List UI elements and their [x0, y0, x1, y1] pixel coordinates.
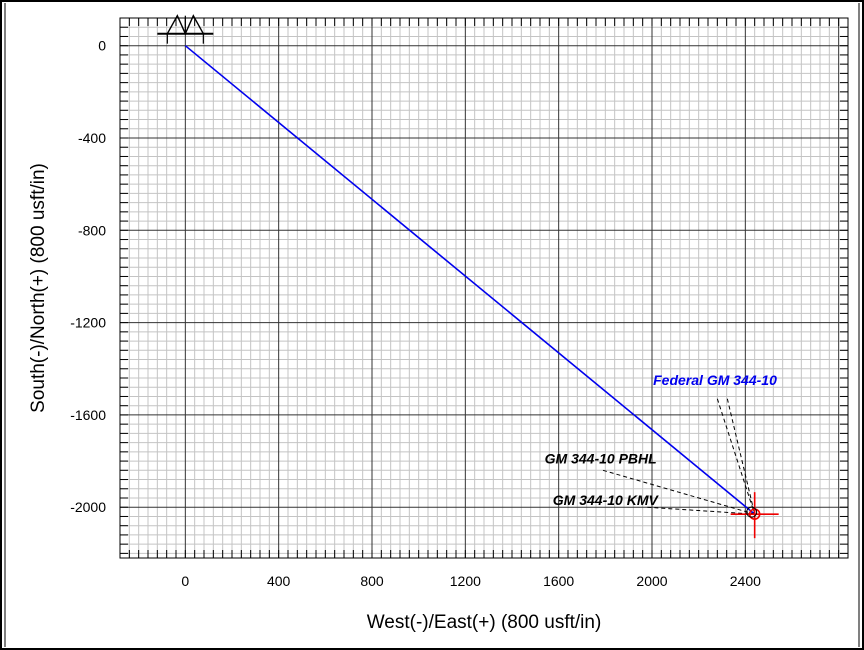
- y-axis-title: South(-)/North(+) (800 usft/in): [28, 163, 49, 413]
- y-tick-label: -1200: [70, 315, 106, 331]
- target-crosshair-icon: [730, 492, 779, 539]
- target-circle: [748, 508, 761, 520]
- wellhead-icon: [157, 14, 214, 44]
- y-tick-labels: 0 -400 -800 -1200 -1600 -2000: [70, 38, 106, 516]
- x-tick-label: 2000: [636, 573, 667, 589]
- y-tick-label: -800: [78, 222, 106, 238]
- x-tick-label: 800: [360, 573, 384, 589]
- y-tick-label: 0: [98, 38, 106, 54]
- annotation-leader-line: [716, 398, 756, 515]
- minor-grid: [119, 17, 849, 558]
- annotation-label: GM 344-10 PBHL: [545, 450, 657, 466]
- x-axis-title: West(-)/East(+) (800 usft/in): [367, 612, 602, 633]
- wellbore-path-line: [184, 45, 756, 515]
- x-tick-label: 1200: [450, 573, 481, 589]
- annotation-label: Federal GM 344-10: [653, 372, 777, 388]
- annotation-leader-line: [726, 398, 756, 515]
- plot-border: [119, 17, 849, 559]
- annotation-layer: Federal GM 344-10 GM 344-10 PBHL GM 344-10…: [545, 372, 779, 539]
- x-tick-label: 2400: [730, 573, 761, 589]
- major-grid: [120, 18, 848, 558]
- x-tick-labels: 0 400 800 1200 1600 2000 2400: [181, 573, 761, 589]
- y-tick-label: -1600: [70, 407, 106, 423]
- y-tick-label: -400: [78, 130, 106, 146]
- annotation-leader-line: [602, 469, 755, 515]
- y-tick-label: -2000: [70, 499, 106, 515]
- plot-area: Federal GM 344-10 GM 344-10 PBHL GM 344-10…: [119, 14, 849, 559]
- bottom-hole-circle: [746, 506, 758, 518]
- series-layer: [157, 14, 756, 515]
- x-tick-label: 0: [181, 573, 189, 589]
- annotation-leader-line: [647, 506, 755, 515]
- annotation-label: GM 344-10 KMV: [553, 492, 660, 508]
- x-tick-label: 1600: [543, 573, 574, 589]
- x-tick-label: 400: [267, 573, 291, 589]
